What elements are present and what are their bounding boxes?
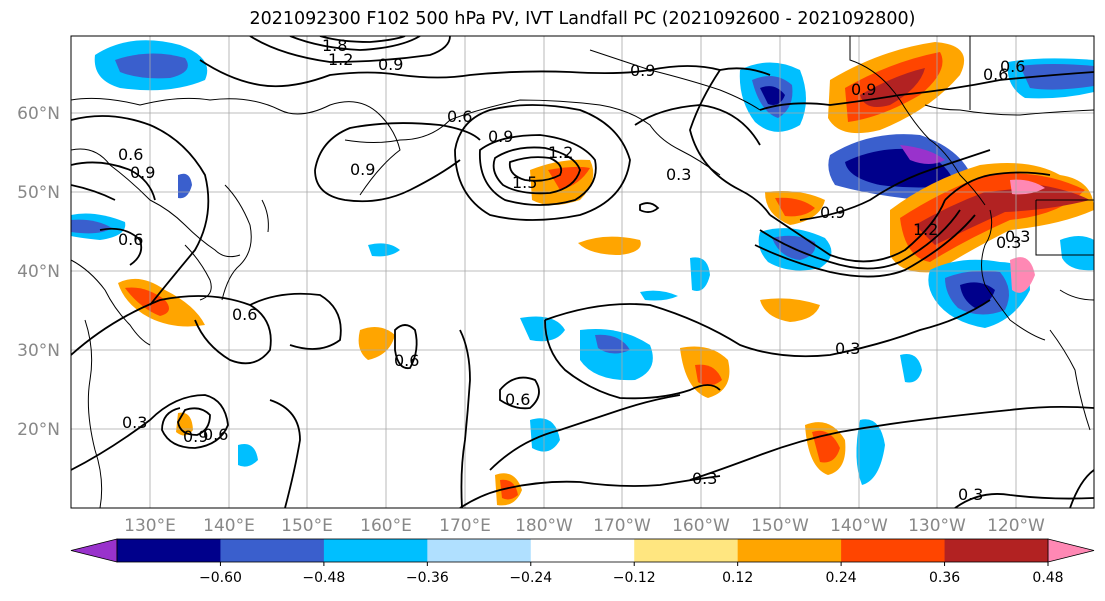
lat-label: 30°N xyxy=(17,341,60,361)
lat-label: 60°N xyxy=(17,104,60,124)
colorbar-tick-label: 0.24 xyxy=(826,570,857,586)
colorbar-segment xyxy=(737,539,842,562)
colorbar-tick-label: −0.24 xyxy=(509,570,552,586)
contour-label: 0.6 xyxy=(118,230,143,249)
pv-contours xyxy=(71,36,1094,508)
lat-label: 20°N xyxy=(17,420,60,440)
colorbar-tick-label: −0.12 xyxy=(613,570,656,586)
lon-label: 180°W xyxy=(515,516,573,536)
colorbar-segment xyxy=(530,539,635,562)
colorbar-ticks: −0.60 −0.48 −0.36 −0.24 −0.12 0.12 0.24 0.36 0.4… xyxy=(199,562,1064,586)
contour-label-group: 1.8 1.2 0.9 0.9 0.6 0.6 0.9 1.2 1.5 0.9 … xyxy=(118,36,1030,504)
contour-label: 0.3 xyxy=(996,233,1021,252)
lon-label: 160°W xyxy=(672,516,730,536)
colorbar-segment xyxy=(117,539,221,562)
lat-label: 50°N xyxy=(17,183,60,203)
pv-anomaly-shading xyxy=(71,40,1094,506)
contour-label: 0.9 xyxy=(378,55,403,74)
contour-label: 0.3 xyxy=(1005,227,1030,246)
lon-label: 140°W xyxy=(830,516,888,536)
lon-label: 160°E xyxy=(360,516,412,536)
contour-label: 0.6 xyxy=(394,351,419,370)
lon-label: 150°W xyxy=(751,516,809,536)
colorbar-segment xyxy=(220,539,325,562)
colorbar xyxy=(70,538,1095,563)
colorbar-extend-high xyxy=(1047,538,1095,563)
colorbar-segment xyxy=(944,539,1049,562)
lon-label: 120°W xyxy=(987,516,1045,536)
colorbar-tick-label: −0.60 xyxy=(199,570,242,586)
coastlines xyxy=(71,36,1094,508)
contour-label: 0.6 xyxy=(203,425,228,444)
contour-label: 0.9 xyxy=(130,163,155,182)
contour-label: 0.3 xyxy=(122,413,147,432)
contour-label: 0.3 xyxy=(835,339,860,358)
longitude-labels: 130°E 140°E 150°E 160°E 170°E 180°W 170°… xyxy=(124,516,1045,536)
colorbar-segment xyxy=(323,539,428,562)
lon-label: 170°W xyxy=(593,516,651,536)
contour-label: 0.6 xyxy=(447,107,472,126)
colorbar-border xyxy=(116,538,1049,563)
lon-label: 130°W xyxy=(908,516,966,536)
colorbar-tick-label: −0.36 xyxy=(406,570,449,586)
contour-label: 0.3 xyxy=(692,469,717,488)
contour-label: 0.6 xyxy=(232,305,257,324)
contour-label: 0.9 xyxy=(183,427,208,446)
contour-label: 1.8 xyxy=(322,36,347,55)
colorbar-extend-low xyxy=(70,538,118,563)
colorbar-segment xyxy=(427,539,532,562)
colorbar-tick-label: −0.48 xyxy=(302,570,345,586)
contour-label: 0.9 xyxy=(350,160,375,179)
lon-label: 130°E xyxy=(124,516,176,536)
colorbar-segment xyxy=(634,539,739,562)
contour-label: 1.2 xyxy=(913,220,938,239)
contour-label: 0.9 xyxy=(630,61,655,80)
contour-label: 0.3 xyxy=(958,485,983,504)
colorbar-tick-label: 0.12 xyxy=(722,570,753,586)
lon-label: 170°E xyxy=(439,516,491,536)
lat-label: 40°N xyxy=(17,262,60,282)
contour-label: 1.2 xyxy=(548,143,573,162)
lon-label: 150°E xyxy=(281,516,333,536)
contour-label: 0.6 xyxy=(983,65,1008,84)
plot-title: 2021092300 F102 500 hPa PV, IVT Landfall… xyxy=(249,9,916,29)
contour-label: 0.6 xyxy=(118,145,143,164)
lon-label: 140°E xyxy=(203,516,255,536)
contour-label: 0.9 xyxy=(851,80,876,99)
contour-label: 0.6 xyxy=(1000,57,1025,76)
latitude-labels: 60°N 50°N 40°N 30°N 20°N xyxy=(17,104,60,440)
contour-label: 0.9 xyxy=(820,203,845,222)
colorbar-segment xyxy=(841,539,945,562)
colorbar-tick-label: 0.36 xyxy=(929,570,960,586)
contour-label: 0.6 xyxy=(505,390,530,409)
contour-label: 0.9 xyxy=(488,127,513,146)
colorbar-tick-label: 0.48 xyxy=(1032,570,1063,586)
contour-label: 0.3 xyxy=(666,165,691,184)
contour-label: 1.2 xyxy=(328,50,353,69)
contour-label: 1.5 xyxy=(512,173,537,192)
map-border xyxy=(70,35,1095,509)
